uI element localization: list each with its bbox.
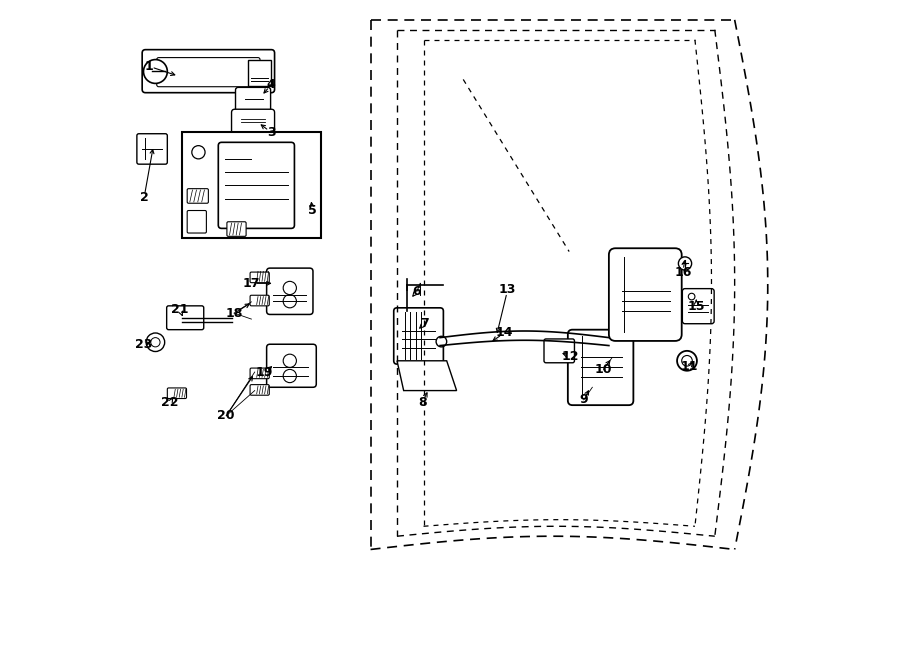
- Text: 20: 20: [218, 409, 235, 422]
- Text: 9: 9: [580, 393, 588, 406]
- Text: 5: 5: [308, 204, 317, 217]
- Text: 6: 6: [412, 285, 421, 298]
- FancyBboxPatch shape: [157, 58, 260, 87]
- Circle shape: [688, 293, 695, 300]
- FancyBboxPatch shape: [568, 330, 634, 405]
- FancyBboxPatch shape: [393, 308, 444, 364]
- Circle shape: [192, 146, 205, 159]
- Text: 15: 15: [688, 300, 705, 313]
- Text: 21: 21: [171, 303, 189, 316]
- Circle shape: [284, 369, 296, 383]
- Text: 16: 16: [674, 266, 692, 279]
- Text: 10: 10: [595, 363, 612, 376]
- FancyBboxPatch shape: [142, 50, 274, 93]
- Circle shape: [284, 295, 296, 308]
- Bar: [248, 60, 271, 86]
- Text: 22: 22: [161, 396, 179, 409]
- Circle shape: [605, 336, 616, 347]
- Text: 7: 7: [420, 316, 429, 330]
- Text: 14: 14: [496, 326, 513, 340]
- FancyBboxPatch shape: [250, 368, 269, 379]
- Text: 2: 2: [140, 191, 148, 204]
- Text: 1: 1: [144, 60, 153, 73]
- Circle shape: [677, 351, 697, 371]
- Text: 18: 18: [226, 307, 243, 320]
- FancyBboxPatch shape: [544, 339, 574, 363]
- FancyBboxPatch shape: [227, 222, 246, 236]
- Text: 8: 8: [418, 396, 427, 409]
- FancyBboxPatch shape: [250, 295, 269, 306]
- Text: 23: 23: [136, 338, 153, 351]
- FancyBboxPatch shape: [231, 109, 274, 136]
- PathPatch shape: [397, 361, 456, 391]
- Text: 19: 19: [256, 366, 274, 379]
- Text: 4: 4: [267, 78, 275, 91]
- FancyBboxPatch shape: [609, 248, 681, 341]
- Circle shape: [151, 338, 160, 347]
- Text: 17: 17: [243, 277, 260, 290]
- FancyBboxPatch shape: [236, 87, 271, 111]
- Text: 11: 11: [681, 359, 698, 373]
- FancyBboxPatch shape: [266, 344, 316, 387]
- FancyBboxPatch shape: [266, 268, 313, 314]
- FancyBboxPatch shape: [682, 289, 714, 324]
- FancyBboxPatch shape: [250, 272, 269, 283]
- Circle shape: [436, 336, 446, 347]
- FancyBboxPatch shape: [166, 306, 203, 330]
- FancyBboxPatch shape: [219, 142, 294, 228]
- Text: 12: 12: [562, 350, 580, 363]
- Circle shape: [284, 354, 296, 367]
- Text: 3: 3: [267, 126, 275, 139]
- FancyBboxPatch shape: [167, 388, 186, 399]
- Circle shape: [143, 60, 167, 83]
- Circle shape: [679, 257, 691, 270]
- FancyBboxPatch shape: [187, 189, 209, 203]
- FancyBboxPatch shape: [250, 385, 269, 395]
- Text: 13: 13: [499, 283, 517, 297]
- Bar: [182, 132, 321, 238]
- FancyBboxPatch shape: [187, 211, 206, 233]
- FancyBboxPatch shape: [137, 134, 167, 164]
- Circle shape: [284, 281, 296, 295]
- Circle shape: [146, 333, 165, 352]
- Circle shape: [681, 355, 692, 366]
